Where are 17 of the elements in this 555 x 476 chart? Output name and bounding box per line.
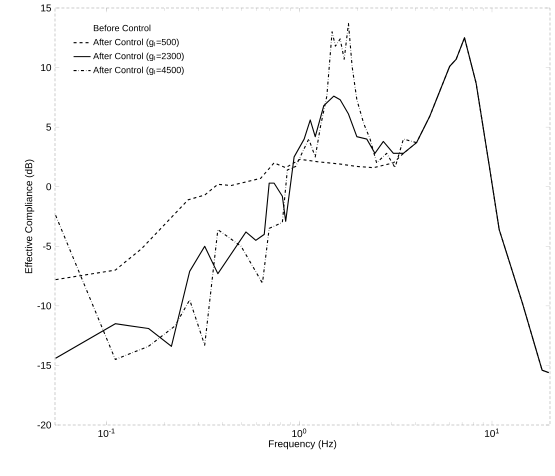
y-tick-label: -5 [43,242,52,250]
x-tick-label: 10$^{1}$ [485,428,499,438]
y-tick-label: -20 [38,421,52,429]
y-tick-label: 15 [41,4,52,12]
x-tick-label: 10$^{-1}$ [98,428,115,438]
legend-title: Before Control [94,24,150,32]
y-tick-label: 0 [46,183,52,190]
legend-label: After Control (g$_{I}$=2300) [93,52,184,61]
x-axis-title: Frequency (Hz) [268,440,336,450]
y-tick-label: 10 [41,64,52,72]
y-tick-label: 5 [46,124,52,131]
y-tick-label: -10 [38,302,52,310]
legend-label: After Control (g$_{I}$=500) [93,38,179,48]
legend-label: After Control (g$_{I}$=4500) [93,66,184,75]
y-tick-label: -15 [38,362,52,369]
x-tick-label: 10$^{0}$ [292,428,306,438]
y-axis-title: Effective Compliance (dB) [24,160,34,274]
